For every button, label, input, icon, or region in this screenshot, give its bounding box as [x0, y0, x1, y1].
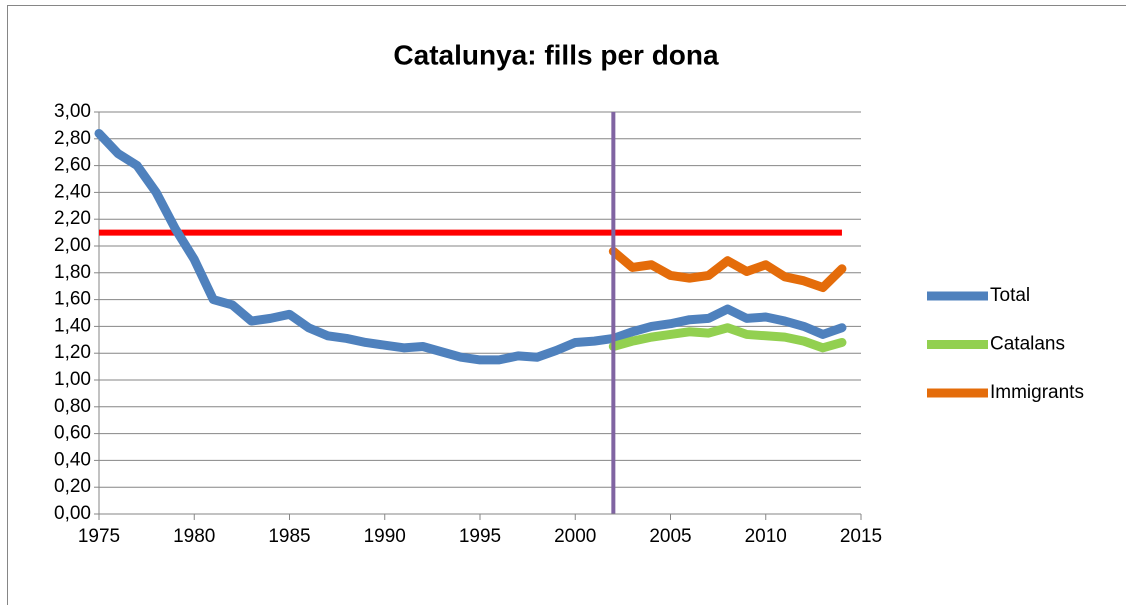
- legend-label: Total: [990, 285, 1030, 306]
- chart-title: Catalunya: fills per dona: [393, 39, 719, 70]
- series-line: [608, 246, 847, 293]
- x-tick-label: 2005: [649, 526, 691, 547]
- legend-label: Catalans: [990, 334, 1065, 355]
- series-line: [608, 323, 847, 353]
- x-tick-label: 1985: [268, 526, 310, 547]
- y-tick-label: 2,00: [54, 235, 91, 256]
- y-tick-label: 0,40: [54, 449, 91, 470]
- y-tick-label: 3,00: [54, 101, 91, 122]
- x-tick-label: 1990: [364, 526, 406, 547]
- x-tick-label: 1975: [78, 526, 120, 547]
- y-tick-label: 2,60: [54, 155, 91, 176]
- x-tick-label: 2010: [745, 526, 787, 547]
- x-tick-label: 2015: [840, 526, 882, 547]
- y-tick-label: 1,40: [54, 315, 91, 336]
- y-tick-label: 2,40: [54, 181, 91, 202]
- y-tick-label: 1,60: [54, 289, 91, 310]
- y-tick-label: 0,00: [54, 503, 91, 524]
- x-tick-label: 1995: [459, 526, 501, 547]
- y-tick-label: 0,60: [54, 423, 91, 444]
- y-tick-label: 2,80: [54, 128, 91, 149]
- y-tick-label: 2,20: [54, 208, 91, 229]
- y-tick-label: 1,80: [54, 262, 91, 283]
- y-tick-label: 0,80: [54, 396, 91, 417]
- x-tick-label: 1980: [173, 526, 215, 547]
- chart-frame: [7, 5, 1126, 605]
- y-tick-label: 0,20: [54, 476, 91, 497]
- y-tick-label: 1,20: [54, 342, 91, 363]
- x-tick-label: 2000: [554, 526, 596, 547]
- y-tick-label: 1,00: [54, 369, 91, 390]
- legend-label: Immigrants: [990, 382, 1084, 403]
- series-line: [94, 128, 847, 365]
